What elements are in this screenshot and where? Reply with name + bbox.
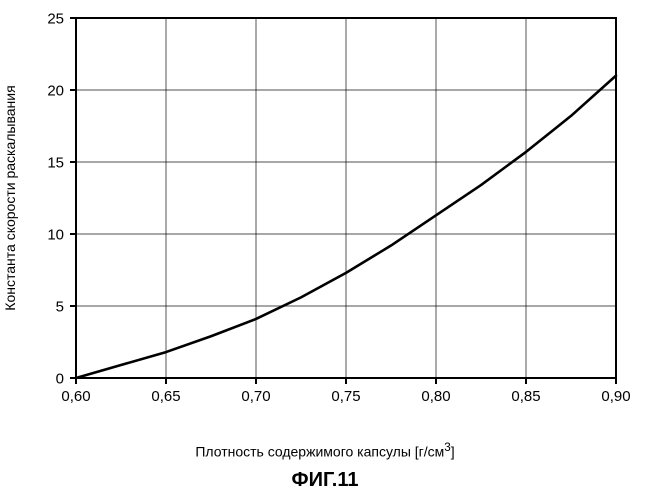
y-tick-label: 5	[56, 298, 64, 315]
y-tick-label: 20	[47, 82, 64, 99]
x-tick-label: 0,85	[511, 388, 540, 405]
x-tick-label: 0,80	[421, 388, 450, 405]
x-tick-label: 0,70	[241, 388, 270, 405]
y-axis-label: Константа скорости раскалывания	[2, 85, 18, 310]
y-tick-label: 15	[47, 154, 64, 171]
figure-label: ФИГ.11	[0, 469, 650, 492]
x-tick-label: 0,75	[331, 388, 360, 405]
x-tick-label: 0,65	[151, 388, 180, 405]
y-tick-label: 10	[47, 226, 64, 243]
x-axis-label: Плотность содержимого капсулы [г/см3]	[0, 441, 650, 460]
y-tick-label: 25	[47, 10, 64, 27]
line-chart: 0,60 0,65 0,70 0,75 0,80 0,85 0,90 0 5 10 15 20 25	[0, 0, 650, 430]
x-tick-label: 0,90	[601, 388, 630, 405]
x-tick-label: 0,60	[61, 388, 90, 405]
y-tick-label: 0	[56, 370, 64, 387]
